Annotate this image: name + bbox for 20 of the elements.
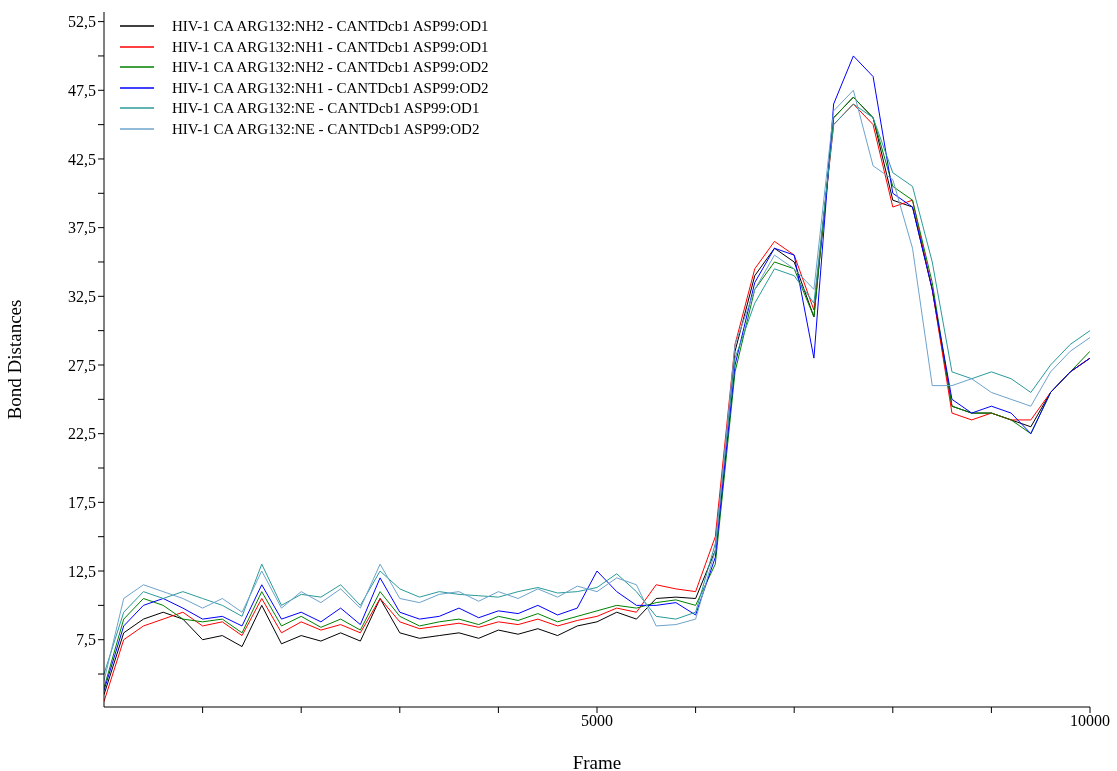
y-tick-label: 32,5: [68, 288, 96, 305]
y-tick-label: 42,5: [68, 150, 96, 168]
x-tick-label: 5000: [581, 712, 613, 730]
y-tick-label: 27,5: [68, 356, 96, 374]
legend-label: HIV-1 CA ARG132:NH2 - CANTDcb1 ASP99:OD2: [172, 58, 489, 77]
legend-label: HIV-1 CA ARG132:NH2 - CANTDcb1 ASP99:OD1: [172, 17, 489, 36]
x-tick-label: 10000: [1070, 712, 1110, 730]
y-tick-label: 52,5: [68, 13, 96, 31]
y-tick-label: 47,5: [68, 81, 96, 99]
y-tick-label: 37,5: [68, 219, 96, 237]
legend-label: HIV-1 CA ARG132:NH1 - CANTDcb1 ASP99:OD2: [172, 78, 489, 98]
y-tick-label: 7,5: [76, 631, 96, 649]
y-tick-label: 12,5: [68, 562, 96, 580]
legend-label: HIV-1 CA ARG132:NE - CANTDcb1 ASP99:OD2: [172, 119, 480, 139]
x-axis-title: Frame: [572, 752, 622, 771]
y-axis-title: Bond Distances: [3, 299, 25, 420]
legend-label: HIV-1 CA ARG132:NE - CANTDcb1 ASP99:OD1: [172, 99, 480, 118]
y-tick-label: 17,5: [68, 494, 96, 512]
y-tick-label: 22,5: [68, 425, 96, 443]
legend-label: HIV-1 CA ARG132:NH1 - CANTDcb1 ASP99:OD1: [172, 37, 489, 57]
